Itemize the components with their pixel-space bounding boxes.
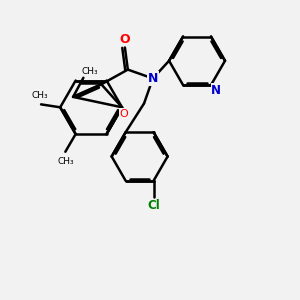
Text: O: O	[120, 33, 130, 46]
Text: O: O	[119, 109, 128, 119]
Text: CH₃: CH₃	[31, 91, 48, 100]
Text: CH₃: CH₃	[57, 157, 74, 166]
Text: N: N	[211, 84, 221, 97]
Text: CH₃: CH₃	[82, 67, 98, 76]
Text: Cl: Cl	[147, 199, 160, 212]
Text: N: N	[148, 72, 158, 85]
